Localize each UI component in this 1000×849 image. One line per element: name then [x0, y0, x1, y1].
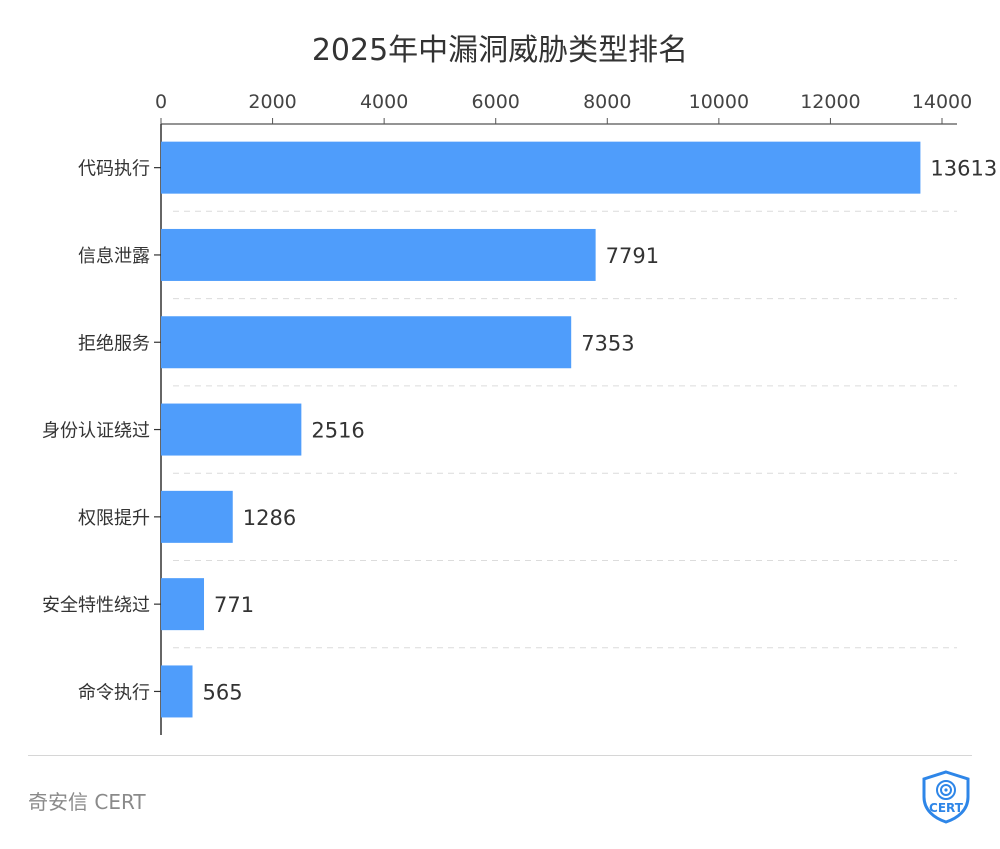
- bar-value-label: 2516: [311, 419, 364, 443]
- shield-fingerprint-icon: CERT: [922, 770, 970, 824]
- x-tick-label: 14000: [912, 91, 972, 113]
- category-label: 权限提升: [78, 508, 150, 529]
- bar: [161, 316, 572, 369]
- x-tick-label: 12000: [800, 91, 860, 113]
- x-tick-label: 8000: [583, 91, 631, 113]
- logo-text: CERT: [929, 801, 964, 815]
- footer-brand: 奇安信 CERT: [28, 790, 146, 814]
- x-tick-label: 6000: [472, 91, 520, 113]
- x-tick-label: 2000: [248, 91, 296, 113]
- x-tick-label: 0: [155, 91, 167, 113]
- bars-layer: 13613 7791 7353 2516 1286 771 565: [161, 141, 997, 718]
- bar-value-label: 771: [214, 593, 254, 617]
- category-label: 命令执行: [78, 682, 150, 703]
- grid-layer: [173, 210, 957, 649]
- bar: [161, 228, 596, 281]
- category-label: 信息泄露: [78, 246, 150, 267]
- category-label: 拒绝服务: [78, 333, 150, 354]
- category-label: 代码执行: [78, 159, 150, 180]
- bar: [161, 141, 921, 194]
- chart-title: 2025年中漏洞威胁类型排名: [312, 33, 688, 68]
- bar-value-label: 7353: [581, 331, 634, 355]
- bar-value-label: 13613: [930, 157, 997, 181]
- x-tick-label: 10000: [689, 91, 749, 113]
- x-tick-label: 4000: [360, 91, 408, 113]
- bar: [161, 403, 302, 456]
- category-label: 身份认证绕过: [42, 421, 150, 442]
- bar-value-label: 7791: [606, 244, 659, 268]
- bar: [161, 578, 205, 631]
- footer-divider: [28, 755, 972, 756]
- bar-value-label: 1286: [243, 506, 296, 530]
- bar-value-label: 565: [203, 680, 243, 704]
- bar: [161, 665, 193, 718]
- bar: [161, 490, 233, 543]
- category-label: 安全特性绕过: [42, 595, 150, 616]
- x-axis: 0 2000 4000 6000 8000 10000 12000 14000: [155, 91, 972, 735]
